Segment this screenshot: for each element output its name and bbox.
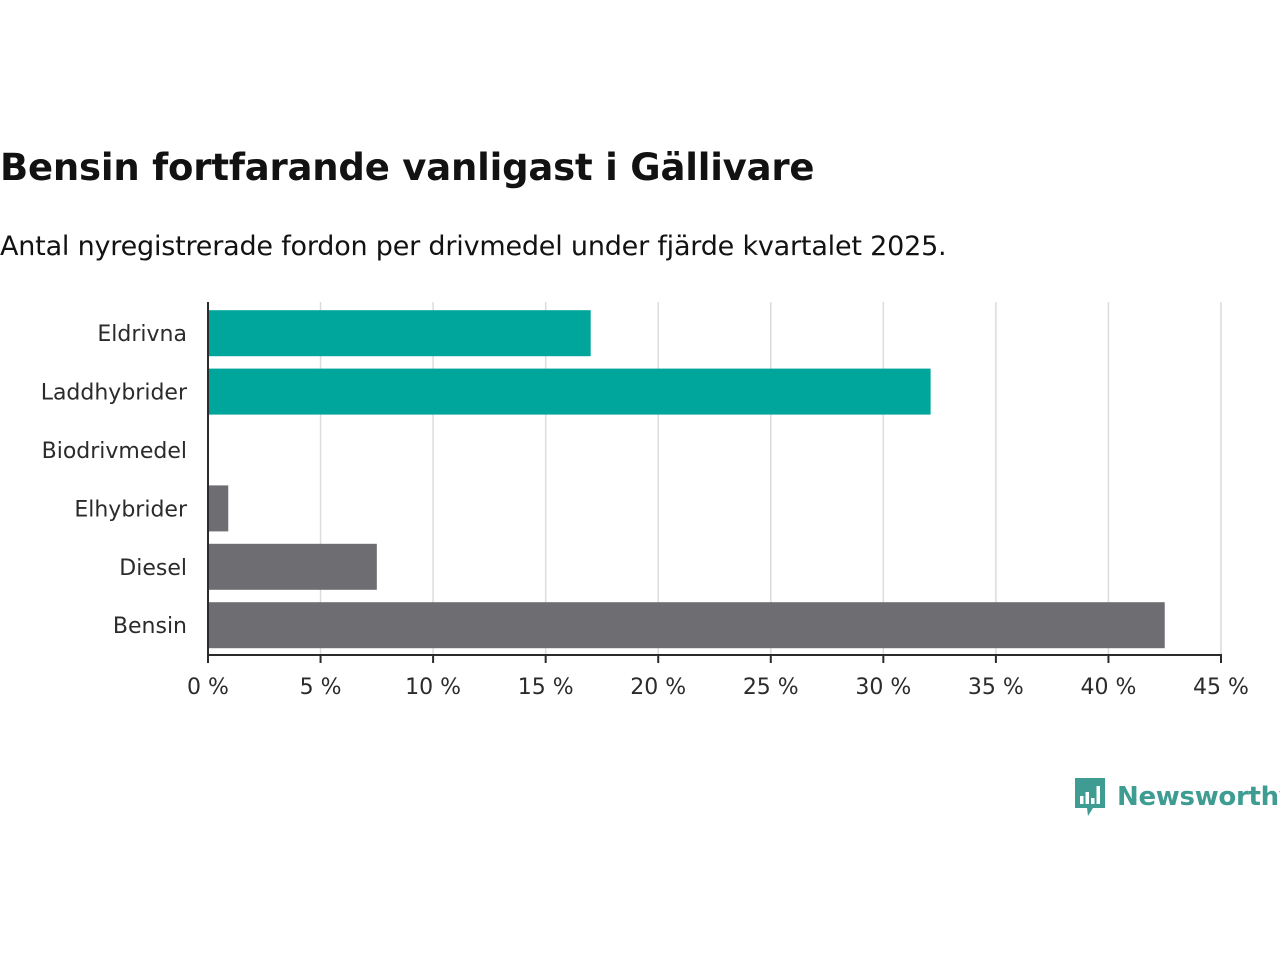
category-label: Bensin [113, 614, 187, 639]
x-tick-label: 15 % [518, 675, 574, 700]
brand-logo: Newsworthy [1073, 776, 1280, 818]
x-axis: 0 % 5 % 10 % 15 % 20 % 25 % 30 % 35 % 40 % 45 % [187, 302, 1249, 700]
x-tick-label: 40 % [1080, 675, 1136, 700]
category-label: Biodrivmedel [42, 439, 187, 464]
category-label: Diesel [119, 556, 187, 581]
x-tick-label: 0 % [187, 675, 229, 700]
bars [208, 310, 1165, 649]
bar [208, 310, 591, 357]
chart-subtitle: Antal nyregistrerade fordon per drivmede… [0, 231, 947, 262]
category-label: Elhybrider [74, 497, 188, 522]
x-tick-label: 20 % [630, 675, 686, 700]
bar-chart-speech-bubble-icon [1075, 778, 1105, 816]
category-label: Laddhybrider [41, 381, 188, 406]
x-tick-label: 25 % [743, 675, 799, 700]
brand-name: Newsworthy [1117, 782, 1280, 812]
category-label: Eldrivna [97, 322, 187, 347]
category-labels: Eldrivna Laddhybrider Biodrivmedel Elhybrid… [41, 322, 188, 639]
bar [208, 485, 229, 532]
x-tick-label: 10 % [405, 675, 461, 700]
x-tick-label: 5 % [300, 675, 342, 700]
bar [208, 602, 1165, 649]
x-tick-label: 35 % [968, 675, 1024, 700]
chart-title: Bensin fortfarande vanligast i Gällivare [0, 146, 815, 189]
grid-lines [319, 302, 1222, 655]
x-tick-label: 45 % [1193, 675, 1249, 700]
x-tick-label: 30 % [855, 675, 911, 700]
bar [208, 368, 931, 415]
bar [208, 543, 377, 590]
